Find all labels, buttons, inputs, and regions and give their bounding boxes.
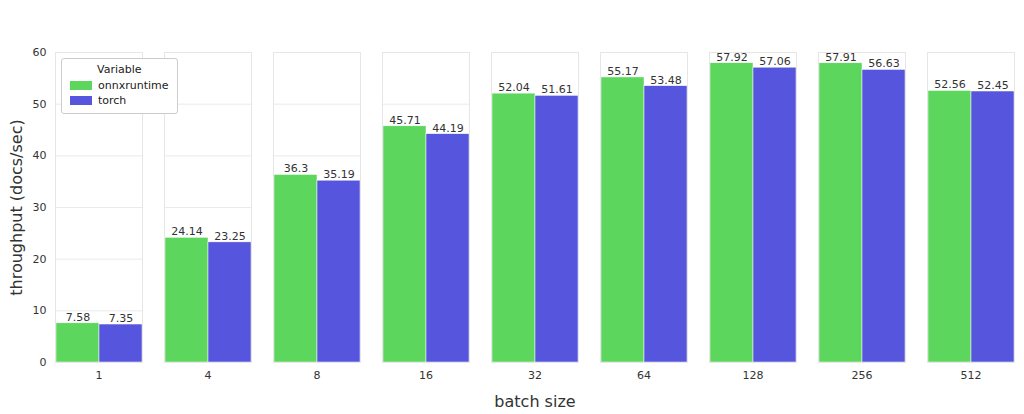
svg-text:20: 20 bbox=[33, 253, 47, 266]
svg-text:64: 64 bbox=[637, 369, 651, 382]
svg-text:36.3: 36.3 bbox=[284, 162, 309, 175]
svg-text:44.19: 44.19 bbox=[432, 122, 464, 135]
svg-text:0: 0 bbox=[40, 356, 47, 369]
svg-text:128: 128 bbox=[743, 369, 764, 382]
svg-text:256: 256 bbox=[852, 369, 873, 382]
svg-text:10: 10 bbox=[33, 304, 47, 317]
svg-text:57.91: 57.91 bbox=[825, 50, 857, 64]
svg-text:45.71: 45.71 bbox=[389, 114, 421, 127]
svg-text:16: 16 bbox=[419, 369, 433, 382]
svg-text:52.04: 52.04 bbox=[498, 81, 530, 94]
svg-text:23.25: 23.25 bbox=[214, 230, 246, 243]
svg-text:24.14: 24.14 bbox=[171, 225, 203, 238]
svg-text:512: 512 bbox=[961, 369, 982, 382]
svg-text:57.92: 57.92 bbox=[716, 50, 748, 64]
svg-text:60: 60 bbox=[33, 46, 47, 59]
html-text:onnxruntime: onnxruntime bbox=[98, 79, 169, 92]
svg-text:30: 30 bbox=[33, 201, 47, 214]
svg-text:52.45: 52.45 bbox=[977, 79, 1009, 92]
svg-text:32: 32 bbox=[528, 369, 542, 382]
svg-text:1: 1 bbox=[96, 369, 103, 382]
svg-text:50: 50 bbox=[33, 98, 47, 111]
svg-text:8: 8 bbox=[314, 369, 321, 382]
svg-text:57.06: 57.06 bbox=[759, 55, 791, 68]
svg-text:35.19: 35.19 bbox=[323, 168, 355, 181]
svg-text:40: 40 bbox=[33, 149, 47, 162]
svg-text:7.35: 7.35 bbox=[109, 312, 134, 325]
html-text:torch: torch bbox=[98, 94, 127, 107]
svg-text:4: 4 bbox=[205, 369, 212, 382]
svg-text:7.58: 7.58 bbox=[66, 311, 91, 324]
html-text:Variable: Variable bbox=[97, 63, 142, 76]
svg-text:51.61: 51.61 bbox=[541, 83, 573, 96]
svg-text:55.17: 55.17 bbox=[607, 65, 639, 78]
svg-text:throughput (docs/sec): throughput (docs/sec) bbox=[7, 119, 26, 295]
svg-text:batch size: batch size bbox=[494, 392, 575, 411]
svg-text:56.63: 56.63 bbox=[868, 57, 900, 70]
svg-text:53.48: 53.48 bbox=[650, 74, 682, 87]
svg-text:52.56: 52.56 bbox=[934, 78, 966, 91]
